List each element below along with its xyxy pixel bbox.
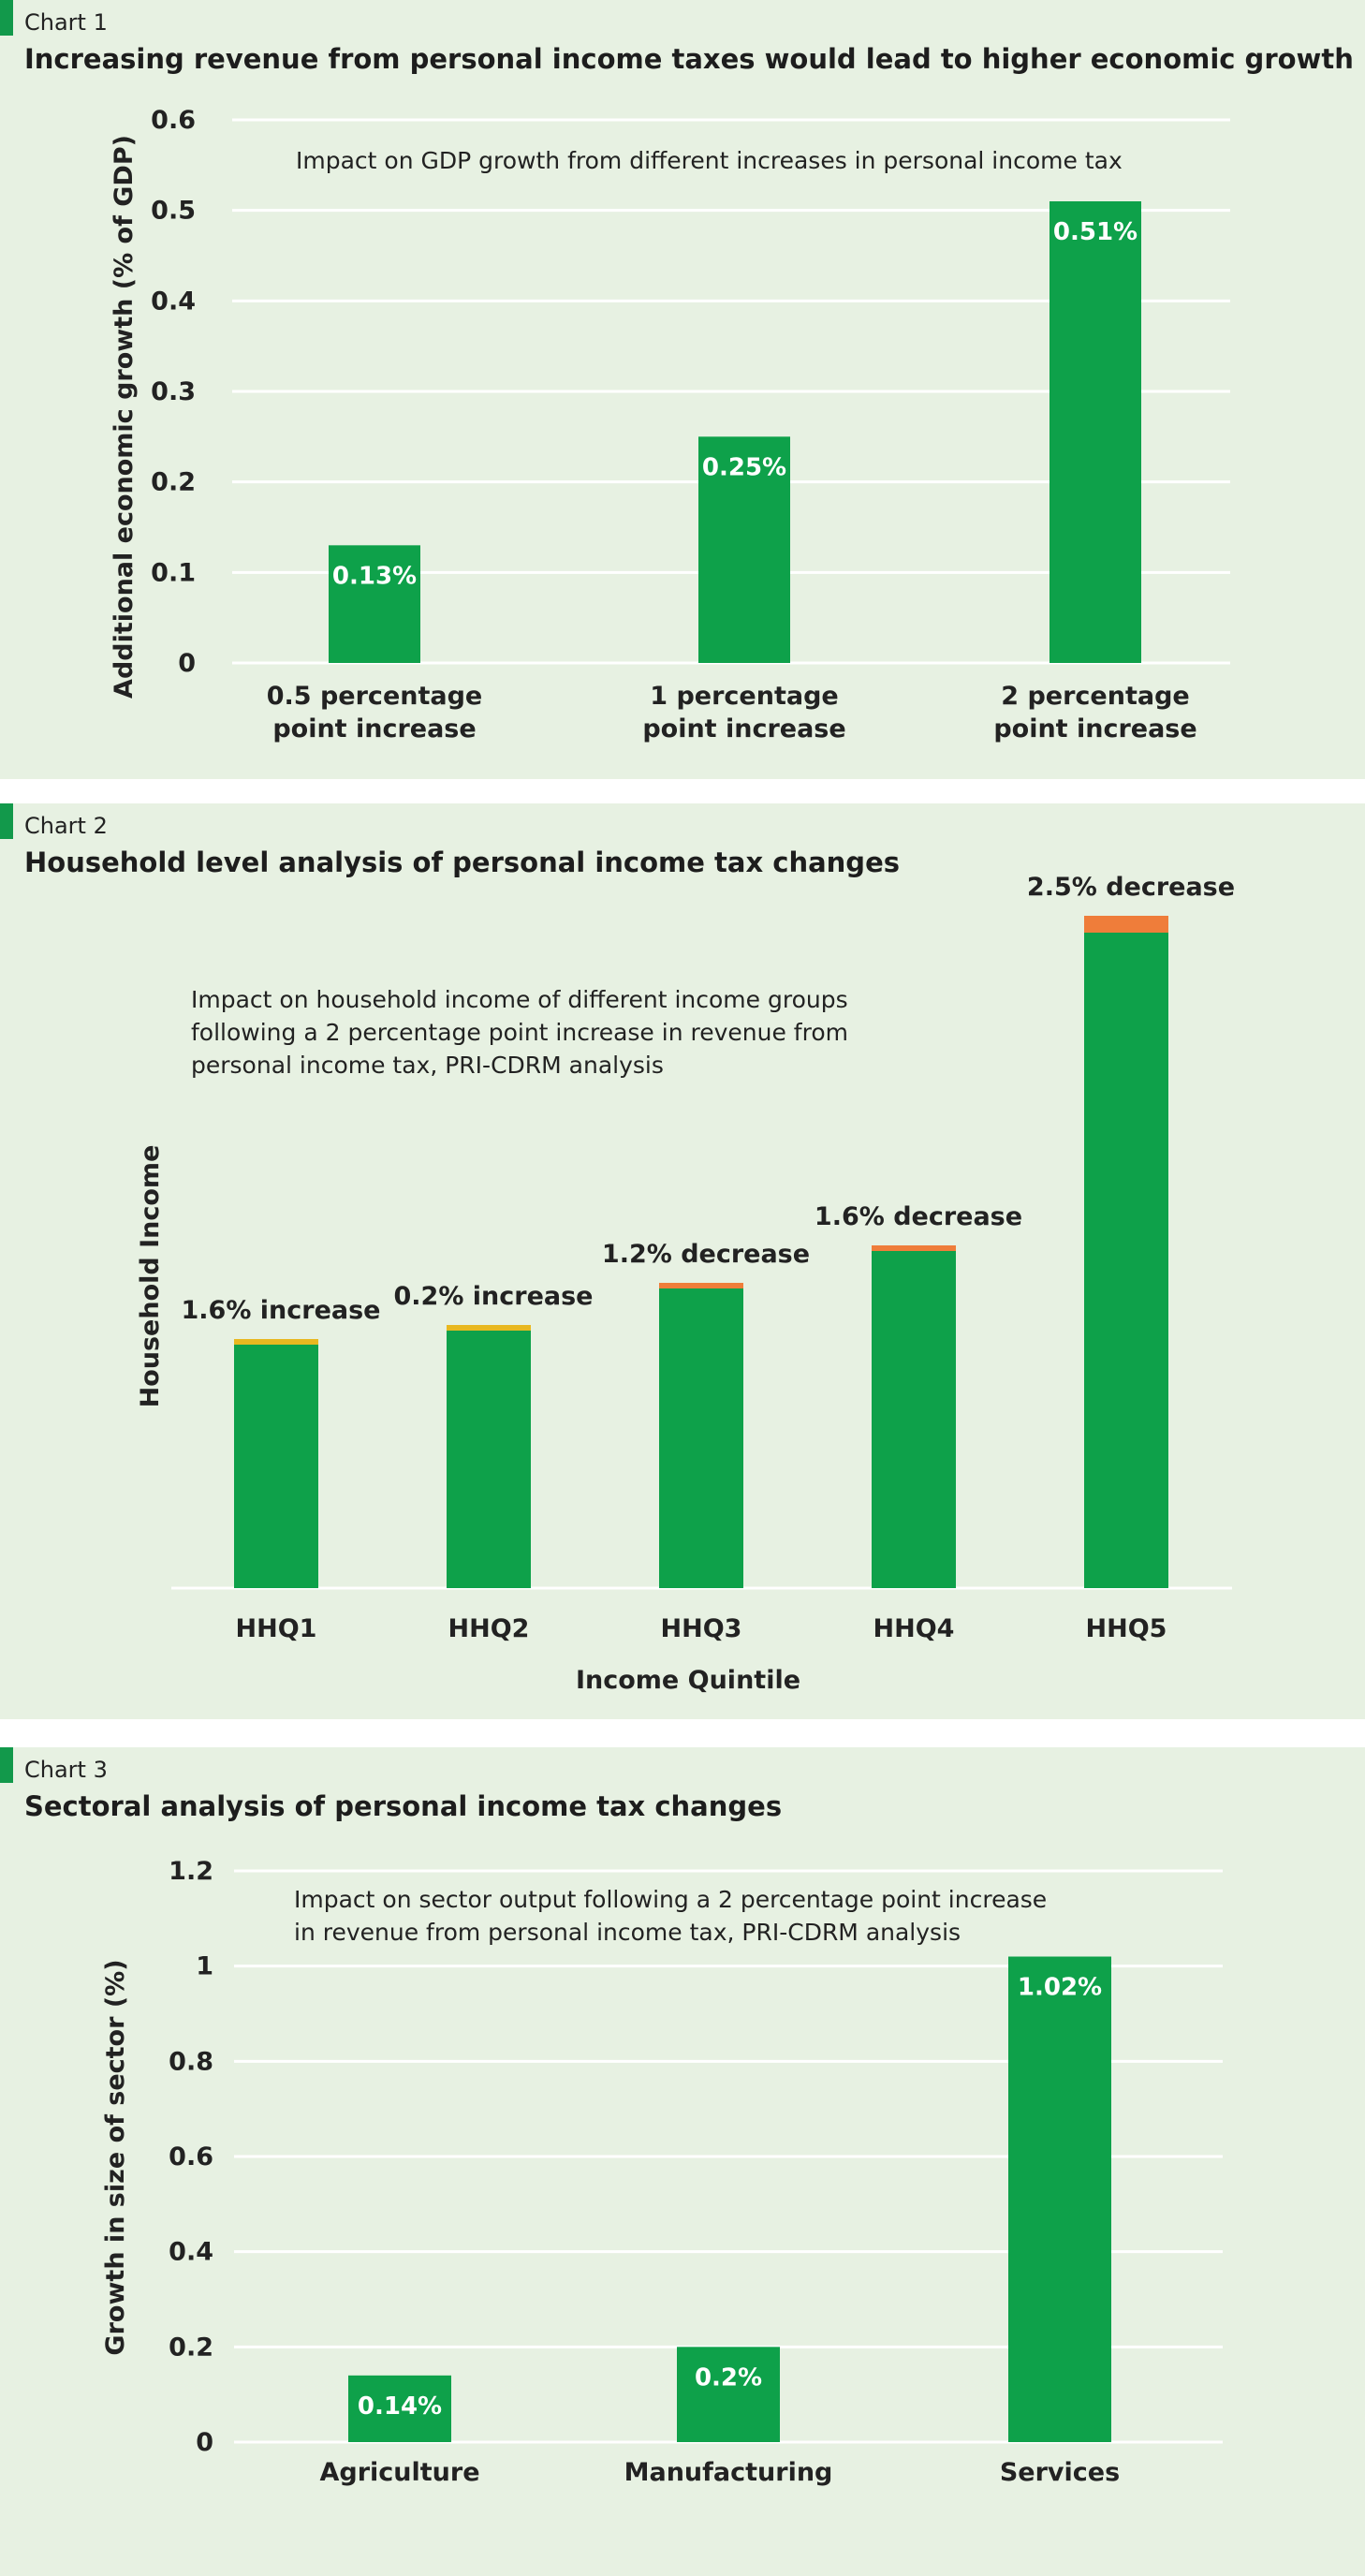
chart-2-x-tick: HHQ4 [873, 1614, 955, 1643]
chart-2-y-axis-label: Household Income [136, 1145, 165, 1408]
chart-3-y-tick: 0.2 [169, 2333, 213, 2362]
chart-3-flag [0, 1747, 13, 1783]
chart-1-subtitle: Impact on GDP growth from different incr… [296, 147, 1123, 174]
chart-3-x-tick: Manufacturing [624, 2458, 833, 2487]
chart-2-plot: Impact on household income of different … [136, 873, 1235, 1695]
chart-2-data-label: 1.6% decrease [815, 1202, 1022, 1231]
chart-1-flag [0, 0, 13, 36]
chart-3-data-label: 0.14% [358, 2392, 442, 2421]
chart-1-y-tick: 0.1 [151, 558, 196, 587]
chart-2-data-label: 1.6% increase [182, 1296, 381, 1325]
chart-2-title: Household level analysis of personal inc… [24, 846, 900, 878]
chart-2-bar [872, 1251, 956, 1588]
chart-2-change-segment [447, 1325, 531, 1331]
chart-3-y-tick: 1 [196, 1952, 213, 1981]
chart-2-label: Chart 2 [24, 813, 108, 839]
chart-2-x-tick: HHQ1 [236, 1614, 317, 1643]
chart-1-label: Chart 1 [24, 9, 108, 36]
chart-3-panel: Chart 3 Sectoral analysis of personal in… [0, 1747, 1365, 2576]
chart-1-x-tick: 2 percentage point increase [993, 682, 1196, 743]
chart-3-y-axis-label: Growth in size of sector (%) [101, 1959, 130, 2355]
chart-2-x-tick: HHQ2 [448, 1614, 530, 1643]
chart-1-bar [329, 545, 420, 663]
chart-1-bar [698, 436, 790, 663]
chart-3-bar [348, 2375, 451, 2442]
chart-3-bar [1008, 1956, 1111, 2442]
chart-1-y-tick: 0.3 [151, 377, 196, 406]
chart-1-y-tick: 0.6 [151, 106, 196, 135]
chart-2-bar [659, 1288, 743, 1588]
chart-1-y-tick: 0.4 [151, 287, 196, 316]
chart-3-y-tick: 0.4 [169, 2238, 213, 2267]
chart-3-subtitle: Impact on sector output following a 2 pe… [294, 1886, 1047, 1946]
chart-1-data-label: 0.13% [332, 562, 417, 590]
chart-2-data-label: 0.2% increase [394, 1282, 594, 1311]
chart-3-title: Sectoral analysis of personal income tax… [24, 1790, 783, 1822]
chart-1-data-label: 0.51% [1053, 218, 1138, 246]
chart-1-data-label: 0.25% [702, 453, 786, 481]
chart-1-title: Increasing revenue from personal income … [24, 43, 1354, 75]
chart-1-y-tick: 0.5 [151, 197, 196, 226]
chart-2-data-label: 1.2% decrease [602, 1240, 810, 1269]
chart-2-subtitle: Impact on household income of different … [191, 986, 848, 1079]
chart-2-change-segment [234, 1339, 318, 1345]
chart-3-y-tick: 0 [196, 2428, 213, 2457]
chart-1-y-tick: 0 [178, 649, 196, 678]
chart-1-x-tick: 0.5 percentage point increase [267, 682, 483, 743]
chart-1-plot: 0 0.1 0.2 0.3 0.4 0.5 0.6 Impact on GDP growth … [110, 106, 1230, 743]
chart-2-change-segment [659, 1283, 743, 1288]
chart-3-y-tick: 1.2 [169, 1857, 213, 1886]
chart-2-data-label: 2.5% decrease [1027, 873, 1235, 902]
chart-2-bar [1084, 933, 1168, 1588]
chart-2-x-tick: HHQ3 [661, 1614, 742, 1643]
chart-2-x-tick: HHQ5 [1086, 1614, 1167, 1643]
chart-2-change-segment [1084, 916, 1168, 933]
chart-3-bar [677, 2347, 780, 2442]
chart-1-panel: Chart 1 Increasing revenue from personal… [0, 0, 1365, 779]
chart-2-change-segment [872, 1245, 956, 1251]
chart-2-bar [234, 1345, 318, 1588]
chart-2-bar [447, 1331, 531, 1588]
chart-1-y-tick: 0.2 [151, 468, 196, 497]
chart-3-label: Chart 3 [24, 1757, 108, 1783]
chart-3-x-tick: Services [1000, 2458, 1120, 2487]
chart-2-x-axis-label: Income Quintile [576, 1666, 800, 1695]
chart-3-y-tick: 0.8 [169, 2047, 213, 2076]
chart-2-panel: Chart 2 Household level analysis of pers… [0, 803, 1365, 1719]
chart-1-y-axis-label: Additional economic growth (% of GDP) [110, 135, 139, 699]
chart-3-data-label: 0.2% [695, 2363, 762, 2392]
chart-3-y-tick: 0.6 [169, 2142, 213, 2171]
chart-3-plot: 0 0.2 0.4 0.6 0.8 1 1.2 Impact on sector output… [101, 1857, 1223, 2487]
chart-1-bar [1049, 201, 1141, 663]
chart-1-x-tick: 1 percentage point increase [642, 682, 845, 743]
chart-3-data-label: 1.02% [1018, 1974, 1102, 2002]
chart-2-flag [0, 803, 13, 839]
chart-3-x-tick: Agriculture [319, 2458, 479, 2487]
